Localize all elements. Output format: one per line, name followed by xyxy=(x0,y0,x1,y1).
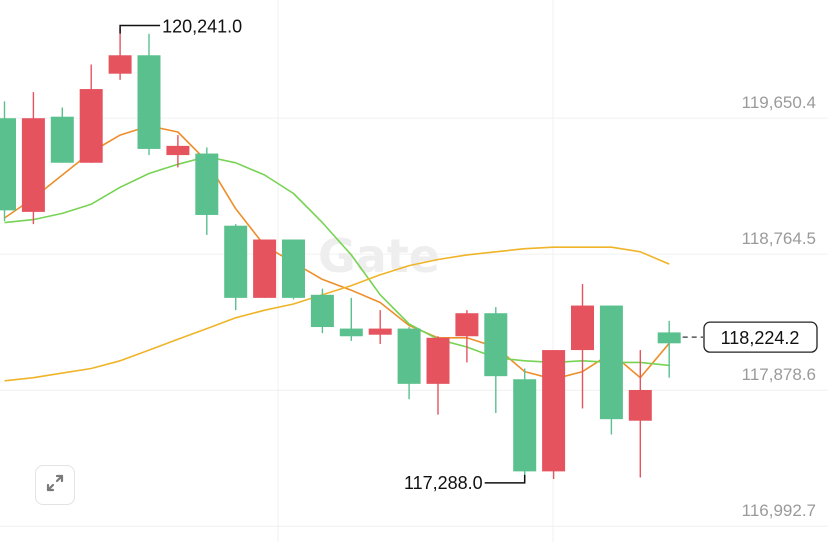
candle-body xyxy=(628,389,652,421)
candle xyxy=(339,297,363,341)
chart-watermark: Gate xyxy=(318,229,440,283)
candle-body xyxy=(0,118,16,211)
candle xyxy=(137,33,161,156)
y-tick-label: 118,764.5 xyxy=(742,229,816,248)
expand-icon xyxy=(44,472,66,499)
candle-body xyxy=(166,145,190,156)
candle xyxy=(50,107,74,163)
candle xyxy=(657,320,681,378)
high-annotation-label: 120,241.0 xyxy=(162,16,242,36)
y-axis-tick-labels: 119,650.4 118,764.5 117,878.6 116,992.7 xyxy=(742,93,816,520)
candle xyxy=(253,239,277,298)
candle-body xyxy=(513,379,537,472)
candle xyxy=(397,327,421,400)
candle xyxy=(368,310,392,344)
candle-body xyxy=(455,313,479,337)
candle-body xyxy=(108,55,132,74)
candle-body xyxy=(571,305,594,351)
candle-body xyxy=(484,313,508,377)
candle xyxy=(542,350,566,480)
last-price-box xyxy=(703,321,818,353)
candle-body xyxy=(253,239,277,298)
price-annotations: 120,241.0 117,288.0 118,224.2 xyxy=(119,16,818,493)
high-annotation-line xyxy=(119,24,161,34)
candle xyxy=(224,224,248,311)
candle-body xyxy=(542,350,566,472)
candle xyxy=(108,27,132,80)
candle-body xyxy=(310,294,334,328)
candle-body xyxy=(224,225,248,298)
candle-body xyxy=(195,153,219,215)
last-price-label: 118,224.2 xyxy=(721,328,800,348)
candle xyxy=(79,64,103,163)
candle xyxy=(455,310,479,363)
candle-body xyxy=(426,337,450,384)
candles xyxy=(0,27,681,481)
candle xyxy=(571,284,594,409)
candle xyxy=(628,350,652,478)
candle xyxy=(599,305,623,435)
candle xyxy=(21,92,45,225)
candle-body xyxy=(339,328,363,337)
expand-chart-button[interactable] xyxy=(35,465,75,505)
candle xyxy=(282,239,305,300)
candle-body xyxy=(282,239,305,298)
candle-body xyxy=(657,332,681,344)
candle-body xyxy=(397,328,421,384)
low-annotation-label: 117,288.0 xyxy=(404,473,483,493)
candle-body xyxy=(79,89,103,163)
low-annotation-line xyxy=(484,474,526,484)
candle-body xyxy=(21,118,45,212)
candle xyxy=(166,135,190,168)
y-tick-label: 119,650.4 xyxy=(742,93,816,112)
candle xyxy=(484,307,508,414)
candle-body xyxy=(368,328,392,335)
candle xyxy=(310,288,334,334)
candle xyxy=(513,368,537,481)
ma-line-ma-long xyxy=(4,246,670,382)
candle xyxy=(426,336,450,415)
candle-body xyxy=(50,116,74,163)
candle-body xyxy=(137,55,161,149)
candle-body xyxy=(599,305,623,420)
y-tick-label: 116,992.7 xyxy=(742,501,816,520)
candle xyxy=(0,101,16,222)
y-tick-label: 117,878.6 xyxy=(742,365,816,384)
candle xyxy=(195,147,219,235)
